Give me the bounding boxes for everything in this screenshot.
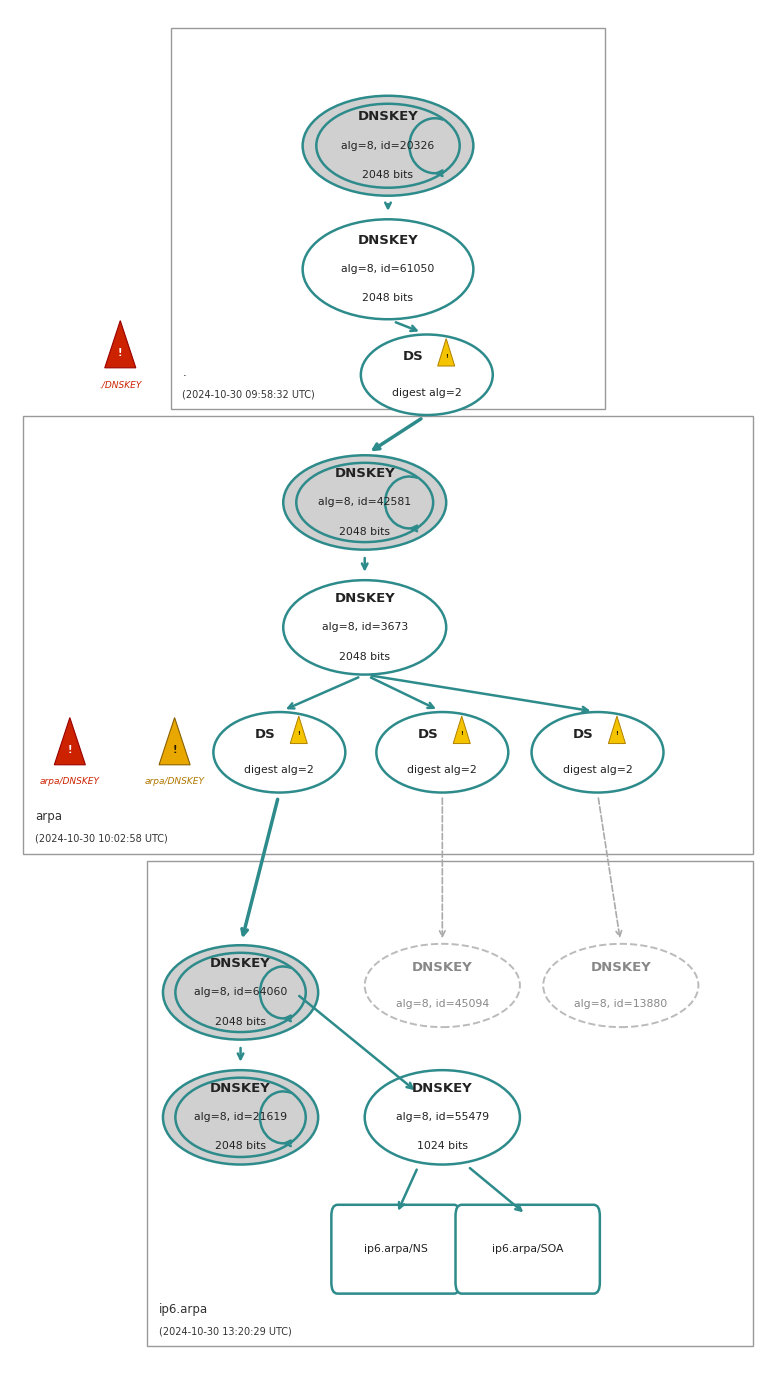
Text: .: .: [182, 366, 186, 379]
Text: !: !: [460, 731, 463, 736]
Ellipse shape: [361, 335, 493, 415]
Text: 1024 bits: 1024 bits: [417, 1141, 468, 1152]
Ellipse shape: [303, 219, 473, 319]
Text: ./DNSKEY: ./DNSKEY: [99, 380, 141, 389]
Bar: [171, 28, 605, 409]
Polygon shape: [159, 718, 190, 765]
Text: DNSKEY: DNSKEY: [412, 1081, 473, 1095]
Text: 2048 bits: 2048 bits: [339, 651, 390, 662]
Ellipse shape: [283, 580, 446, 675]
Text: digest alg=2: digest alg=2: [407, 765, 477, 776]
Polygon shape: [453, 716, 470, 744]
Ellipse shape: [163, 1070, 318, 1165]
Text: (2024-10-30 10:02:58 UTC): (2024-10-30 10:02:58 UTC): [35, 834, 168, 844]
Polygon shape: [105, 321, 136, 368]
Ellipse shape: [163, 945, 318, 1040]
Text: DS: DS: [255, 727, 275, 741]
Text: ip6.arpa: ip6.arpa: [159, 1303, 208, 1316]
Text: alg=8, id=61050: alg=8, id=61050: [341, 264, 435, 275]
Text: digest alg=2: digest alg=2: [392, 387, 462, 398]
Text: DNSKEY: DNSKEY: [334, 591, 395, 605]
Text: !: !: [445, 354, 448, 358]
Text: alg=8, id=21619: alg=8, id=21619: [194, 1112, 287, 1123]
Text: digest alg=2: digest alg=2: [563, 765, 632, 776]
FancyBboxPatch shape: [456, 1205, 600, 1294]
Text: !: !: [68, 744, 72, 755]
Text: DNSKEY: DNSKEY: [210, 1081, 271, 1095]
Bar: [147, 861, 753, 1346]
FancyBboxPatch shape: [331, 1205, 460, 1294]
Text: (2024-10-30 09:58:32 UTC): (2024-10-30 09:58:32 UTC): [182, 390, 315, 400]
Text: (2024-10-30 13:20:29 UTC): (2024-10-30 13:20:29 UTC): [159, 1327, 292, 1337]
Text: DS: DS: [573, 727, 594, 741]
Ellipse shape: [213, 712, 345, 793]
Ellipse shape: [283, 455, 446, 550]
Text: alg=8, id=42581: alg=8, id=42581: [318, 497, 411, 508]
Text: digest alg=2: digest alg=2: [244, 765, 314, 776]
Text: 2048 bits: 2048 bits: [215, 1141, 266, 1152]
Text: DS: DS: [418, 727, 438, 741]
Text: 2048 bits: 2048 bits: [339, 526, 390, 537]
Text: arpa/DNSKEY: arpa/DNSKEY: [40, 777, 100, 786]
Text: alg=8, id=55479: alg=8, id=55479: [396, 1112, 489, 1123]
Text: DNSKEY: DNSKEY: [358, 110, 418, 124]
Text: alg=8, id=20326: alg=8, id=20326: [341, 140, 435, 151]
Ellipse shape: [543, 944, 698, 1027]
Text: DNSKEY: DNSKEY: [334, 466, 395, 480]
Text: DS: DS: [403, 350, 423, 364]
Text: DNSKEY: DNSKEY: [358, 233, 418, 247]
Text: !: !: [297, 731, 300, 736]
Ellipse shape: [303, 96, 473, 196]
Ellipse shape: [365, 944, 520, 1027]
Polygon shape: [290, 716, 307, 744]
Text: !: !: [118, 347, 123, 358]
Text: ip6.arpa/NS: ip6.arpa/NS: [364, 1244, 428, 1255]
Text: 2048 bits: 2048 bits: [362, 293, 414, 304]
Polygon shape: [54, 718, 85, 765]
Ellipse shape: [365, 1070, 520, 1165]
Text: DNSKEY: DNSKEY: [591, 960, 651, 974]
Text: !: !: [615, 731, 618, 736]
Polygon shape: [438, 339, 455, 366]
Ellipse shape: [532, 712, 663, 793]
Text: alg=8, id=45094: alg=8, id=45094: [396, 998, 489, 1009]
Text: DNSKEY: DNSKEY: [412, 960, 473, 974]
Bar: [23, 416, 753, 854]
Text: ip6.arpa/SOA: ip6.arpa/SOA: [492, 1244, 563, 1255]
Text: !: !: [172, 744, 177, 755]
Text: alg=8, id=13880: alg=8, id=13880: [574, 998, 667, 1009]
Text: arpa: arpa: [35, 811, 62, 823]
Text: alg=8, id=64060: alg=8, id=64060: [194, 987, 287, 998]
Text: arpa/DNSKEY: arpa/DNSKEY: [144, 777, 205, 786]
Text: alg=8, id=3673: alg=8, id=3673: [321, 622, 408, 633]
Text: 2048 bits: 2048 bits: [215, 1016, 266, 1027]
Ellipse shape: [376, 712, 508, 793]
Text: 2048 bits: 2048 bits: [362, 169, 414, 180]
Polygon shape: [608, 716, 625, 744]
Text: DNSKEY: DNSKEY: [210, 956, 271, 970]
